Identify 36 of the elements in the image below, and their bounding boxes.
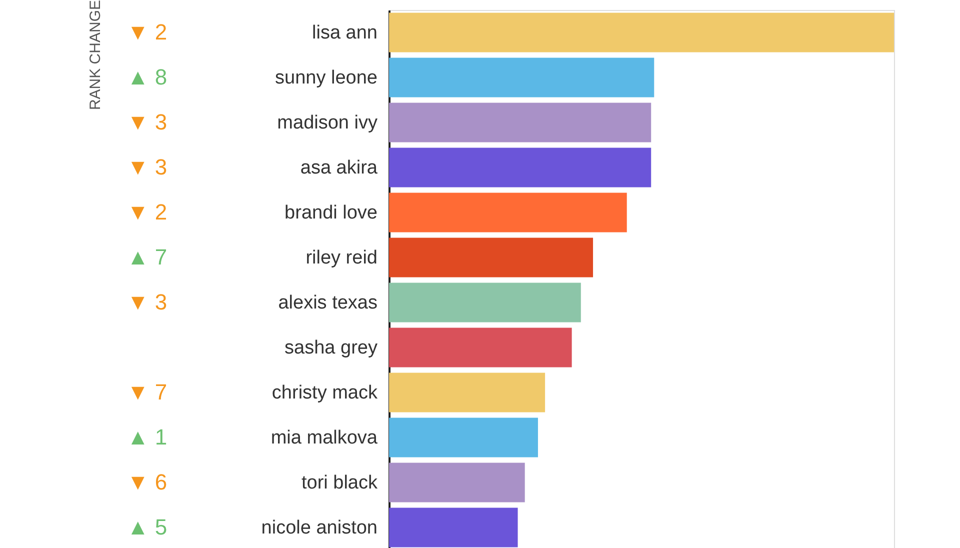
bar <box>389 418 538 458</box>
y2-tick-label: ▲ 5 <box>127 514 168 540</box>
y-tick-label: mia malkova <box>270 428 378 448</box>
bar <box>389 12 894 52</box>
y2-tick-label: ▲ 8 <box>127 64 168 90</box>
text: RANK CHANGE <box>87 0 104 110</box>
bar <box>389 328 572 368</box>
y2-tick-label: ▼ 2 <box>127 20 168 44</box>
y-tick-label: asa akira <box>300 158 378 178</box>
bar <box>389 148 652 188</box>
y2-tick-label: ▼ 2 <box>127 200 168 224</box>
bar <box>389 372 546 412</box>
bar <box>389 508 518 548</box>
y-tick-label: nicole aniston <box>261 518 378 538</box>
y2-tick-label: ▼ 3 <box>127 154 168 180</box>
y2-tick-label: ▼ 6 <box>127 470 168 494</box>
y-tick-label: riley reid <box>306 248 378 268</box>
y2-tick-label: ▲ 7 <box>127 244 168 270</box>
y-tick-label: sunny leone <box>275 68 378 88</box>
y-tick-label: alexis texas <box>278 292 378 314</box>
y2-tick-label: ▼ 7 <box>127 380 168 404</box>
bar <box>389 58 654 98</box>
y2-tick-label: ▲ 1 <box>127 424 168 450</box>
y2-tick-label: ▼ 3 <box>127 290 168 314</box>
bar <box>389 462 525 502</box>
y-tick-label: tori black <box>301 472 378 494</box>
y-tick-label: lisa ann <box>312 22 378 44</box>
y-tick-label: brandi love <box>284 202 378 224</box>
bar <box>389 102 652 142</box>
bar <box>389 238 594 278</box>
y2-tick-label: ▼ 3 <box>127 110 168 134</box>
y-tick-label: madison ivy <box>277 112 378 134</box>
y-tick-label: christy mack <box>272 382 378 404</box>
bar <box>389 282 581 322</box>
bar <box>389 192 627 232</box>
y-tick-label: sasha grey <box>284 338 378 358</box>
